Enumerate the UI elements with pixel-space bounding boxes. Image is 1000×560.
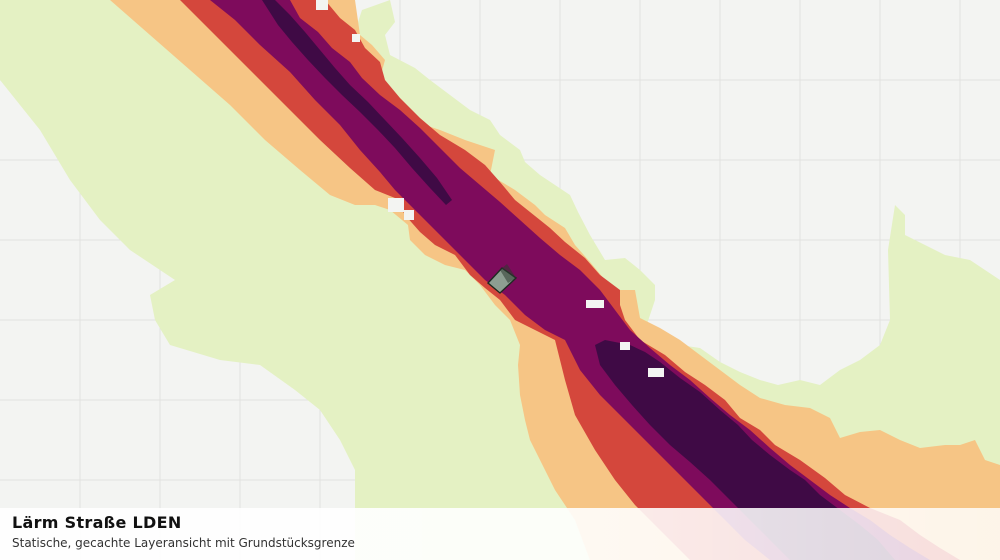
noise-band-highest-streak [262,0,452,205]
layer-title: Lärm Straße LDEN [12,513,182,532]
layer-description: Statische, gecachte Layeransicht mit Gru… [12,536,355,550]
data-gaps [316,0,664,377]
noise-band-highest [595,340,895,560]
map-caption: Lärm Straße LDEN Statische, gecachte Lay… [0,508,1000,560]
parcel-boundary[interactable] [486,264,518,294]
